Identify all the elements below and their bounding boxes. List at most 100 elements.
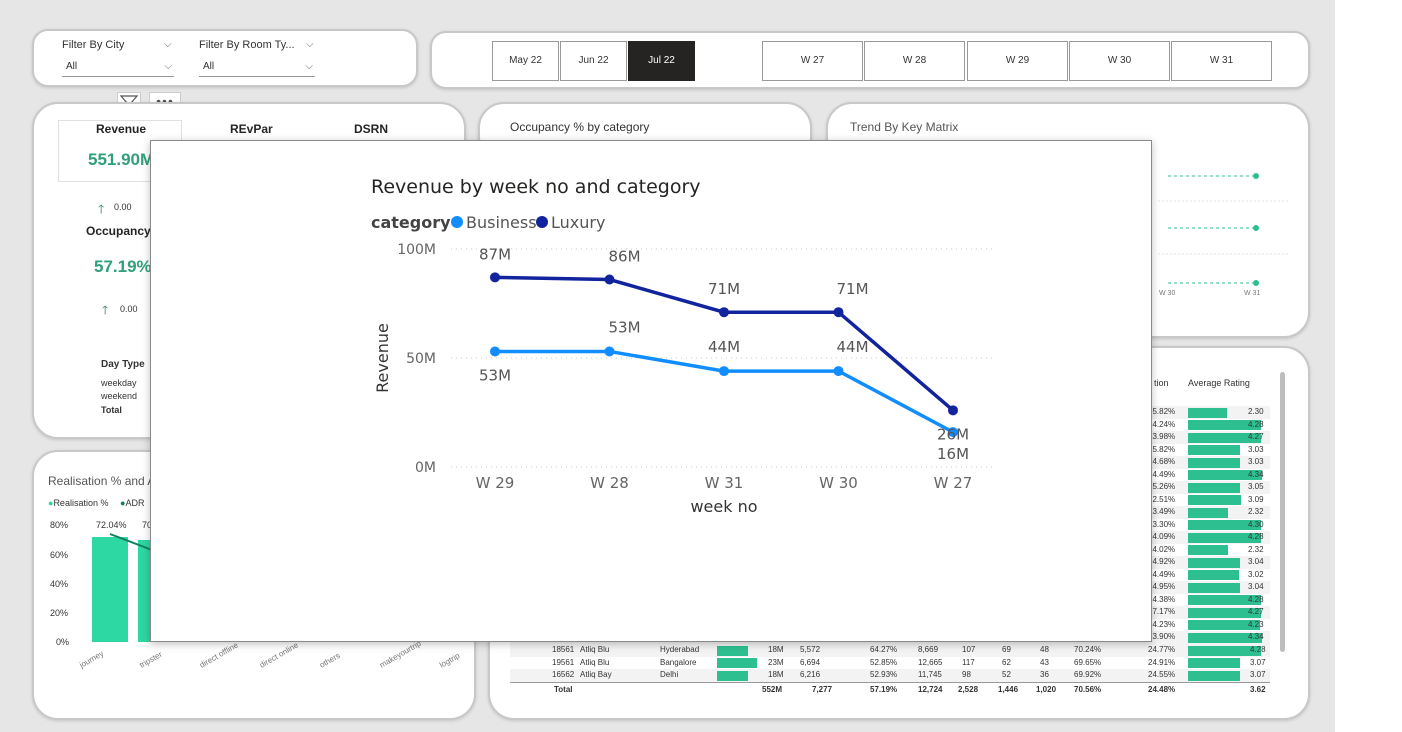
x-axis-label: others [318,650,342,670]
y-tick: 60% [50,550,69,560]
period-slicer-card: May 22 Jun 22 Jul 22 W 27 W 28 W 29 W 30… [430,31,1310,89]
data-point [719,366,729,377]
y-tick: 40% [50,579,69,589]
table-cell: 69 [1002,645,1011,654]
dsrn-label: DSRN [354,122,389,136]
table-cell: 24.95% [1148,582,1176,591]
total-cell: Total [554,685,573,694]
legend-entry: Business [466,213,537,232]
y-tick-label: 0M [415,460,436,476]
table-total-row [510,682,1270,694]
rating-bar [1188,607,1261,618]
rating-bar [1188,495,1241,505]
week-button-w27[interactable]: W 27 [762,41,863,81]
data-point [604,346,615,357]
rating-value: 4.23 [1248,619,1264,629]
data-label: 26M [937,425,969,443]
table-cell: 24.23% [1148,619,1176,629]
y-tick: 80% [50,520,69,530]
table-cell: 48 [1040,645,1049,654]
room-filter-dropdown[interactable]: All ⌵ [199,59,315,77]
week-button-w29[interactable]: W 29 [967,41,1068,81]
day-type-row: weekend [101,391,138,401]
rating-value: 2.30 [1248,407,1264,416]
revenue-delta: 0.00 [114,202,132,212]
table-cell: 11,745 [918,670,942,679]
data-label: 44M [836,338,868,356]
data-label: 44M [708,338,740,356]
table-cell: 64.27% [870,645,898,654]
table-cell: 25.82% [1148,444,1176,454]
x-tick-label: W 31 [705,474,744,492]
table-cell: 24.55% [1148,670,1176,679]
day-type-total: Total [101,405,122,415]
table-cell: 69.92% [1074,670,1102,679]
y-tick: 20% [50,608,69,618]
table-cell: 24.92% [1148,557,1176,566]
week-button-w31[interactable]: W 31 [1171,41,1272,81]
occupancy-label: Occupancy % [86,224,165,238]
rating-bar [1188,445,1240,455]
legend-adr: ●ADR [120,498,145,508]
rating-bar [1188,407,1228,418]
y-tick-label: 50M [406,351,436,367]
table-cell: 24.38% [1148,594,1176,604]
trend-x-label: W 30 [1159,290,1176,297]
rating-value: 3.05 [1248,482,1264,491]
week-button-w30[interactable]: W 30 [1069,41,1170,81]
total-cell: 12,724 [918,685,943,694]
rating-value: 4.34 [1248,632,1264,641]
table-header-rating[interactable]: Average Rating [1188,378,1250,388]
revenue-bar [717,645,749,656]
y-tick-label: 100M [397,242,436,258]
x-axis-label: direct offline [198,640,240,670]
chart-title: Revenue by week no and category [371,176,701,198]
week-button-w28[interactable]: W 28 [864,41,965,81]
chevron-down-icon: ⌵ [164,61,172,72]
table-cell: Bangalore [660,657,697,667]
table-cell: 24.77% [1148,645,1176,654]
city-filter-label: Filter By City [62,39,125,51]
table-cell: 98 [962,670,971,679]
table-cell: 117 [962,657,975,667]
month-button-jul[interactable]: Jul 22 [628,41,695,81]
data-point [833,366,844,377]
focus-chart-panel[interactable]: Revenue by week no and category category B… [150,140,1152,642]
month-button-may[interactable]: May 22 [492,41,559,81]
table-cell: 24.49% [1148,569,1176,579]
day-type-header[interactable]: Day Type [101,359,145,370]
rating-value: 4.27 [1248,432,1264,441]
table-cell: 43 [1040,657,1049,667]
table-cell: 18M [768,645,784,654]
legend-marker [451,216,463,228]
table-cell: Hyderabad [660,645,700,654]
realisation-bar[interactable] [92,536,128,642]
rating-value: 2.32 [1248,544,1264,554]
table-row[interactable] [510,669,1270,682]
city-filter-dropdown[interactable]: All ⌵ [62,59,174,77]
legend-marker [536,216,548,228]
table-cell: 3.07 [1250,657,1266,667]
table-row[interactable] [510,644,1270,657]
rating-value: 3.04 [1248,582,1264,591]
data-point [604,274,615,285]
revenue-line-chart: Revenue by week no and category category B… [371,176,996,516]
rating-bar [1188,570,1240,580]
trend-up-icon: 🡑 [102,303,109,317]
y-tick: 0% [56,637,70,647]
table-cell: 62 [1002,657,1011,667]
month-button-jun[interactable]: Jun 22 [560,41,627,81]
series-line-business [495,349,954,434]
rating-value: 4.28 [1248,594,1264,604]
data-point [490,346,500,357]
rating-value: 4.34 [1248,469,1264,479]
x-tick-label: W 29 [476,474,515,492]
chevron-down-icon[interactable]: ⌵ [306,39,314,50]
table-cell: 25.26% [1148,482,1176,491]
total-cell: 552M [762,685,783,694]
data-point [719,307,729,318]
chevron-down-icon[interactable]: ⌵ [164,39,172,50]
table-cell: 16562 [552,670,575,679]
rating-value: 4.28 [1248,419,1264,429]
table-scrollbar[interactable] [1280,372,1285,652]
